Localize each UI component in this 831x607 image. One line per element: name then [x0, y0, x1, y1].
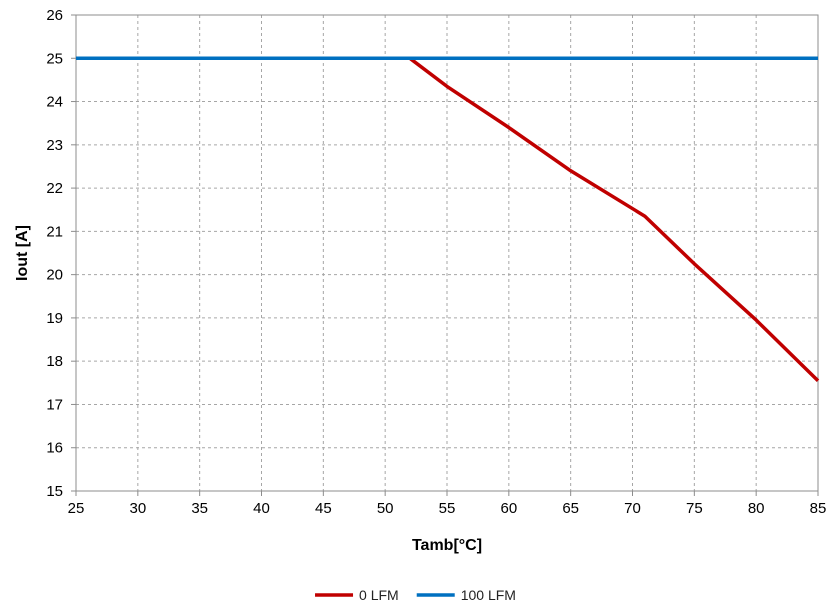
y-tick-label: 20: [46, 267, 63, 284]
y-tick-label: 15: [46, 483, 63, 500]
y-tick-label: 26: [46, 7, 63, 24]
y-tick-label: 21: [46, 223, 63, 240]
y-axis-ticks: 15 16 17 18 19 20 21 22 23 24 25 26: [46, 7, 76, 500]
x-tick-label: 35: [191, 500, 208, 517]
series-line-0-lfm: [76, 56, 820, 382]
y-tick-label: 25: [46, 50, 63, 67]
x-tick-label: 65: [562, 500, 579, 517]
grid-lines: [76, 15, 818, 491]
y-tick-label: 19: [46, 310, 63, 327]
x-tick-label: 85: [810, 500, 827, 517]
y-tick-label: 23: [46, 137, 63, 154]
x-tick-label: 80: [748, 500, 765, 517]
y-tick-label: 16: [46, 440, 63, 457]
legend-label: 100 LFM: [461, 587, 516, 603]
x-tick-label: 70: [624, 500, 641, 517]
x-tick-label: 55: [439, 500, 456, 517]
y-tick-label: 24: [46, 94, 63, 111]
x-tick-label: 45: [315, 500, 332, 517]
y-axis-title: Iout [A]: [14, 225, 31, 281]
y-tick-label: 22: [46, 180, 63, 197]
x-tick-label: 50: [377, 500, 394, 517]
legend: 0 LFM 100 LFM: [315, 587, 516, 603]
x-tick-label: 30: [129, 500, 146, 517]
legend-label: 0 LFM: [359, 587, 399, 603]
y-tick-label: 17: [46, 396, 63, 413]
x-tick-label: 75: [686, 500, 703, 517]
x-axis-ticks: 25 30 35 40 45 50 55 60 65 70 75 80 85: [68, 491, 827, 517]
x-tick-label: 40: [253, 500, 270, 517]
x-axis-title: Tamb[°C]: [412, 537, 482, 554]
y-tick-label: 18: [46, 353, 63, 370]
legend-item: 0 LFM: [315, 587, 399, 603]
x-tick-label: 60: [500, 500, 517, 517]
x-tick-label: 25: [68, 500, 85, 517]
legend-item: 100 LFM: [416, 587, 516, 603]
series-lines: [76, 56, 820, 382]
